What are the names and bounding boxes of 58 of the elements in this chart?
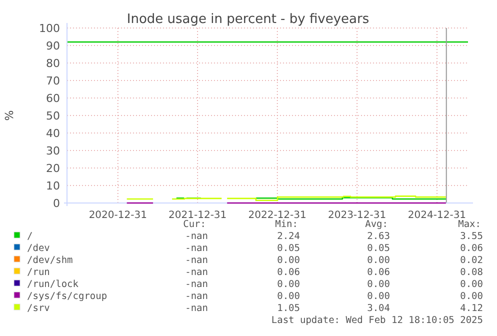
text: -nan	[185, 231, 208, 242]
y-tick-label: 30	[46, 144, 60, 158]
text: -nan	[185, 255, 208, 266]
legend-label: /run	[27, 267, 50, 278]
text: Last update: Wed Feb 12 18:10:05 2025	[271, 315, 483, 326]
legend-label: /dev	[27, 243, 50, 254]
text: -nan	[185, 243, 208, 254]
text: Cur:	[183, 219, 206, 230]
text: 0.00	[277, 255, 300, 266]
text: -nan	[185, 267, 208, 278]
text: 1.05	[277, 303, 300, 314]
text: 0.05	[277, 243, 300, 254]
y-tick-label: 100	[39, 22, 60, 35]
legend-label: /srv	[27, 303, 50, 314]
text: -nan	[185, 279, 208, 290]
x-tick-label: 2021-12-31	[168, 210, 227, 221]
text: 0.00	[460, 279, 484, 290]
text: 0.00	[367, 279, 390, 290]
text: 0.05	[367, 243, 390, 254]
y-tick-label: 80	[46, 57, 60, 70]
y-tick-label: 50	[46, 110, 60, 122]
y-tick-label: 10	[46, 180, 60, 192]
x-tick-label: 2022-12-31	[248, 210, 306, 221]
text: 0.06	[460, 243, 484, 254]
text: Max:	[458, 219, 481, 230]
y-tick-label: 90	[46, 40, 60, 52]
text: 0.08	[460, 267, 484, 278]
text: 3.55	[460, 231, 483, 242]
text: 0.06	[367, 267, 390, 278]
text: -nan	[185, 303, 208, 314]
text: 2.24	[277, 231, 300, 242]
y-tick-label: 0	[53, 197, 60, 210]
y-tick-label: 70	[46, 74, 60, 88]
text: 0.00	[460, 291, 484, 302]
text: 0.00	[277, 291, 300, 302]
text: Min:	[275, 219, 298, 230]
text: 0.00	[277, 279, 300, 290]
x-tick-label: 2023-12-31	[328, 210, 386, 221]
legend-label: /dev/shm	[27, 255, 74, 266]
y-tick-label: 20	[46, 162, 60, 175]
chart-title: Inode usage in percent - by fiveyears	[126, 12, 370, 27]
text: -nan	[185, 291, 208, 302]
x-tick-label: 2024-12-31	[408, 210, 466, 221]
text: 0.00	[367, 255, 390, 266]
x-tick-label: 2020-12-31	[88, 210, 147, 221]
text: 3.04	[367, 303, 390, 314]
text: Avg:	[365, 219, 388, 230]
text: 0.00	[367, 291, 390, 302]
y-axis-title: %	[3, 110, 16, 121]
legend-label: /run/lock	[27, 279, 79, 290]
text: 4.12	[460, 303, 483, 314]
legend-label: /sys/fs/cgroup	[27, 291, 108, 302]
y-tick-label: 40	[46, 127, 60, 140]
legend-label: /	[27, 231, 33, 242]
y-tick-label: 60	[46, 92, 60, 105]
text: 0.06	[277, 267, 300, 278]
text: 2.63	[367, 231, 390, 242]
text: 0.02	[460, 255, 483, 266]
